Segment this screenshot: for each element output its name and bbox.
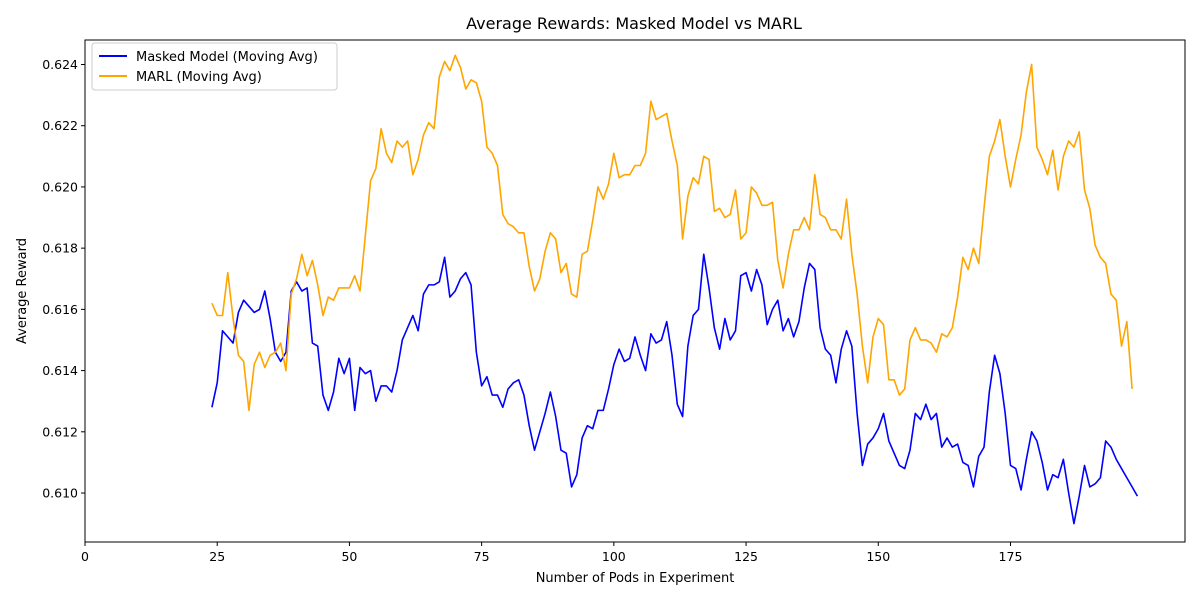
y-tick-label: 0.614 bbox=[42, 363, 78, 378]
y-tick-label: 0.622 bbox=[42, 118, 78, 133]
y-tick-label: 0.624 bbox=[42, 57, 78, 72]
x-axis: 0 25 50 75 100 125 150 175 bbox=[81, 542, 1022, 564]
legend-label-masked-model: Masked Model (Moving Avg) bbox=[136, 50, 318, 65]
y-tick-label: 0.610 bbox=[42, 486, 78, 501]
legend-box bbox=[91, 42, 338, 91]
series-line-masked-model bbox=[211, 253, 1139, 525]
series-line-marl bbox=[211, 54, 1133, 412]
y-tick-label: 0.618 bbox=[42, 241, 78, 256]
x-axis-label: Number of Pods in Experiment bbox=[536, 571, 735, 586]
y-tick-label: 0.620 bbox=[42, 179, 78, 194]
series-layer bbox=[211, 54, 1139, 525]
plot-frame bbox=[84, 39, 1186, 543]
chart-title: Average Rewards: Masked Model vs MARL bbox=[466, 14, 802, 33]
x-tick-label: 125 bbox=[734, 549, 758, 564]
x-tick-label: 75 bbox=[474, 549, 490, 564]
y-axis-label: Average Reward bbox=[15, 238, 30, 344]
x-tick-label: 150 bbox=[866, 549, 890, 564]
x-tick-label: 50 bbox=[341, 549, 357, 564]
legend-label-marl: MARL (Moving Avg) bbox=[136, 70, 262, 85]
x-tick-label: 175 bbox=[999, 549, 1023, 564]
y-tick-label: 0.616 bbox=[42, 302, 78, 317]
x-tick-label: 0 bbox=[81, 549, 89, 564]
x-tick-label: 25 bbox=[209, 549, 225, 564]
y-tick-label: 0.612 bbox=[42, 424, 78, 439]
x-tick-label: 100 bbox=[602, 549, 626, 564]
legend: Masked Model (Moving Avg) MARL (Moving A… bbox=[91, 42, 338, 91]
y-axis: 0.610 0.612 0.614 0.616 0.618 0.620 0.622 0.624 bbox=[42, 57, 85, 501]
